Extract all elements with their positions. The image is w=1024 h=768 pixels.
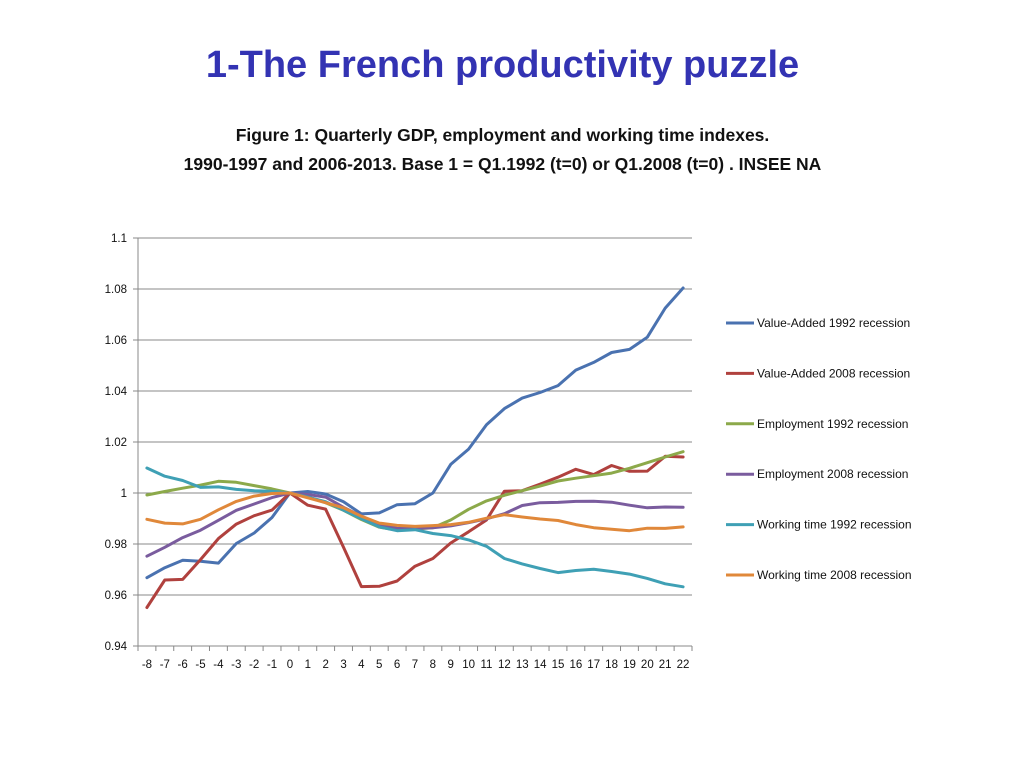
x-tick-label: 13	[516, 659, 529, 671]
legend-label: Value-Added 1992 recession	[757, 316, 910, 330]
y-tick-label: 1.1	[111, 233, 127, 245]
x-tick-label: -8	[142, 659, 152, 671]
x-tick-label: -7	[160, 659, 170, 671]
x-tick-label: 5	[376, 659, 382, 671]
y-tick-label: 1.06	[105, 335, 127, 347]
slide-title: 1-The French productivity puzzle	[205, 44, 800, 86]
x-tick-label: -5	[195, 659, 205, 671]
legend-label: Employment 2008 recession	[757, 467, 908, 481]
series-line-5	[145, 466, 685, 589]
x-tick-label: 21	[659, 659, 672, 671]
figure-caption-line-2: 1990-1997 and 2006-2013. Base 1 = Q1.199…	[183, 154, 822, 174]
x-tick-label: 12	[498, 659, 511, 671]
legend-label: Working time 1992 recession	[757, 518, 912, 532]
legend-label: Value-Added 2008 recession	[757, 366, 910, 380]
legend-label: Employment 1992 recession	[757, 417, 908, 431]
y-tick-label: 1.08	[105, 284, 127, 296]
x-tick-label: 6	[394, 659, 400, 671]
y-tick-label: 1.02	[105, 437, 127, 449]
x-tick-label: 1	[305, 659, 311, 671]
x-tick-label: 17	[587, 659, 600, 671]
x-tick-label: 22	[677, 659, 690, 671]
x-tick-label: -1	[267, 659, 277, 671]
gridlines	[138, 237, 692, 647]
x-tick-label: 14	[534, 659, 547, 671]
legend-label: Working time 2008 recession	[757, 568, 912, 582]
x-tick-label: -3	[231, 659, 241, 671]
series-line-2	[145, 454, 685, 609]
figure-caption-line-1: Figure 1: Quarterly GDP, employment and …	[235, 125, 770, 145]
y-tick-label: 0.98	[105, 539, 127, 551]
x-tick-label: 3	[340, 659, 346, 671]
x-tick-label: 11	[481, 659, 493, 671]
x-tick-label: 16	[569, 659, 582, 671]
x-tick-label: 15	[552, 659, 565, 671]
x-tick-label: 9	[448, 659, 454, 671]
series-lines	[145, 286, 685, 609]
series-line-3	[145, 450, 685, 532]
x-tick-label: -2	[249, 659, 259, 671]
x-tick-label: 2	[322, 659, 328, 671]
x-tick-label: 4	[358, 659, 365, 671]
x-tick-label: 19	[623, 659, 636, 671]
axes: 0.94 0.96 0.98 1 1.02 1.04 1.06 1.08 1.1 -8 -7 -6 -5…	[105, 233, 693, 671]
x-tick-label: 8	[430, 659, 436, 671]
y-tick-label: 0.96	[105, 590, 127, 602]
series-line-6	[145, 491, 685, 533]
series-line-1	[145, 286, 685, 580]
x-tick-label: 7	[412, 659, 418, 671]
x-tick-label: 18	[605, 659, 618, 671]
x-tick-label: -4	[213, 659, 224, 671]
x-tick-label: 0	[287, 659, 293, 671]
y-tick-label: 1.04	[105, 386, 128, 398]
legend: Value-Added 1992 recession Value-Added 20…	[726, 316, 912, 582]
y-tick-label: 1	[121, 488, 127, 500]
x-tick-label: 20	[641, 659, 654, 671]
x-tick-label: 10	[462, 659, 475, 671]
x-tick-label: -6	[178, 659, 188, 671]
y-tick-label: 0.94	[105, 641, 128, 653]
